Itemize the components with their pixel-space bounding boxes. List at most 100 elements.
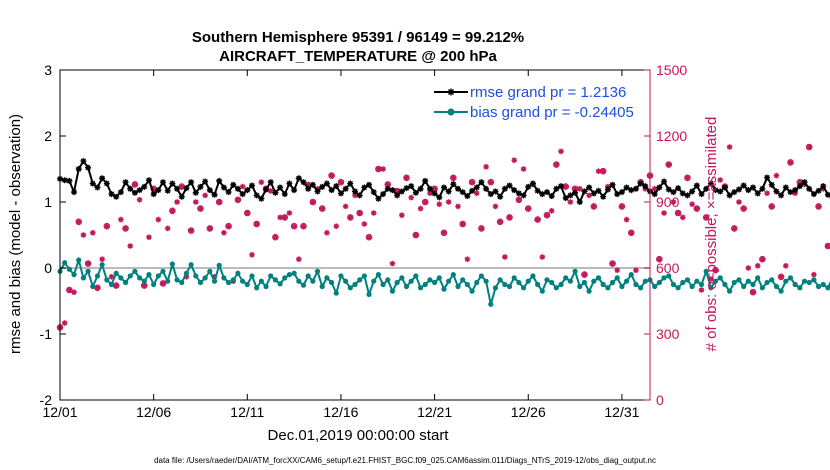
obs-assimilated-point — [394, 188, 400, 194]
x-tick-label: 12/11 — [230, 404, 264, 420]
bias-point — [80, 275, 87, 281]
bias-point — [408, 278, 414, 284]
chart-title: Southern Hemisphere 95391 / 96149 = 99.2… — [192, 29, 524, 46]
bias-point — [642, 278, 648, 284]
legend-bias-label: bias grand pr = -0.24405 — [470, 104, 634, 121]
bias-point — [155, 273, 161, 279]
bias-point — [240, 278, 246, 284]
obs-assimilated-point — [797, 179, 803, 185]
x-tick-label: 12/26 — [511, 404, 546, 420]
bias-point — [801, 278, 808, 284]
rmse-point — [778, 192, 785, 199]
rmse-point — [394, 192, 401, 199]
obs-assimilated-point — [178, 183, 185, 190]
bias-point — [328, 279, 335, 286]
bias-point — [427, 277, 433, 283]
rmse-point — [450, 181, 457, 188]
obs-assimilated-point — [244, 210, 251, 216]
bias-point — [661, 275, 667, 281]
bias-point — [183, 270, 190, 276]
obs-assimilated-point — [389, 260, 396, 267]
bias-point — [141, 278, 147, 284]
bias-point — [258, 278, 264, 284]
rmse-point — [455, 185, 462, 192]
obs-assimilated-point — [436, 201, 443, 207]
obs-assimilated-point — [600, 168, 606, 174]
rmse-point — [548, 193, 555, 200]
obs-assimilated-point — [455, 203, 461, 210]
rmse-point — [225, 189, 232, 196]
rmse-point — [337, 190, 344, 197]
rmse-point — [398, 188, 405, 195]
rmse-point — [445, 188, 452, 195]
obs-assimilated-point — [370, 210, 377, 216]
bias-point — [417, 285, 424, 291]
bias-point — [291, 270, 297, 276]
rmse-point — [253, 192, 260, 199]
rmse-point — [436, 194, 443, 201]
bias-point — [563, 275, 569, 281]
rmse-point — [71, 189, 78, 196]
obs-assimilated-point — [235, 197, 241, 203]
obs-assimilated-point — [319, 205, 326, 212]
obs-assimilated-point — [469, 179, 475, 185]
obs-assimilated-point — [441, 230, 447, 236]
legend-rmse-marker — [447, 88, 455, 96]
obs-assimilated-point — [787, 159, 794, 166]
bias-point — [197, 279, 204, 286]
x-tick-label: 12/31 — [604, 404, 639, 420]
bias-point — [137, 275, 143, 281]
bias-point — [628, 272, 634, 278]
rmse-point — [117, 189, 124, 196]
obs-assimilated-point — [525, 205, 532, 212]
rmse-point — [768, 181, 775, 188]
bias-point — [385, 277, 391, 283]
obs-assimilated-point — [717, 177, 724, 183]
data-layer — [56, 143, 830, 331]
rmse-point — [239, 191, 246, 198]
bias-point — [296, 278, 302, 284]
bias-point — [146, 272, 152, 278]
obs-assimilated-point — [380, 166, 386, 172]
legend-rmse-label: rmse grand pr = 1.2136 — [470, 84, 626, 101]
obs-assimilated-point — [89, 230, 96, 236]
bias-point — [684, 277, 691, 283]
rmse-point — [764, 174, 771, 181]
y-tick-label-left: 3 — [44, 62, 52, 78]
rmse-point — [539, 191, 546, 198]
obs-assimilated-point — [736, 199, 742, 205]
obs-assimilated-point — [698, 287, 705, 293]
bias-point — [506, 283, 513, 290]
rmse-point — [567, 192, 574, 199]
bias-point — [502, 281, 508, 288]
rmse-point — [277, 184, 284, 191]
bias-point — [549, 279, 555, 286]
obs-assimilated-point — [281, 214, 288, 221]
rmse-point — [342, 185, 349, 192]
obs-assimilated-point — [544, 212, 550, 218]
obs-assimilated-point — [291, 223, 297, 229]
bias-point — [165, 278, 171, 284]
rmse-point — [558, 183, 565, 190]
bias-point — [609, 279, 616, 286]
obs-assimilated-point — [61, 320, 68, 326]
obs-assimilated-point — [85, 260, 91, 267]
obs-assimilated-point — [188, 227, 194, 234]
bias-point — [558, 281, 564, 288]
obs-assimilated-point — [296, 256, 302, 262]
obs-assimilated-point — [558, 148, 564, 155]
obs-assimilated-point — [66, 287, 73, 293]
rmse-point — [169, 180, 176, 187]
rmse-point — [155, 187, 162, 194]
obs-assimilated-point — [731, 225, 738, 232]
rmse-point — [824, 191, 830, 198]
rmse-point — [197, 183, 204, 190]
bias-point — [361, 273, 367, 279]
rmse-point — [810, 191, 817, 198]
bias-point — [268, 273, 274, 279]
obs-assimilated-point — [361, 221, 368, 227]
bias-point — [310, 278, 316, 284]
bias-point — [94, 273, 101, 279]
rmse-point — [375, 195, 382, 202]
bias-point — [282, 275, 288, 281]
